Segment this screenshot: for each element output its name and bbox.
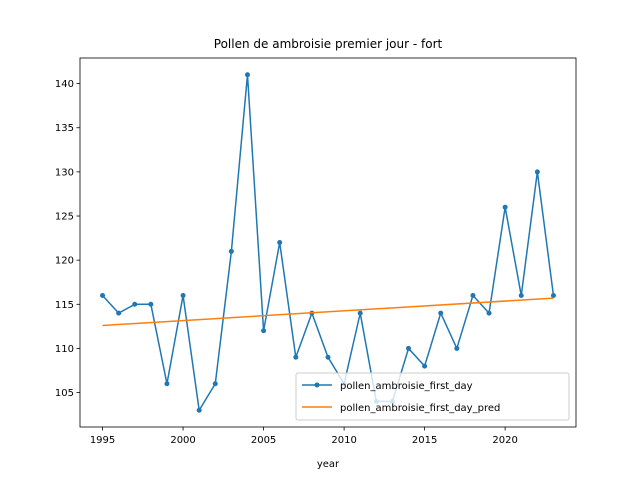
data-point-0-7 (212, 381, 218, 387)
x-tick-label-3: 2010 (331, 435, 356, 446)
legend: pollen_ambroisie_first_day pollen_ambroi… (295, 372, 570, 421)
legend-label-series-1: pollen_ambroisie_first_day_pred (340, 403, 500, 414)
data-point-0-26 (518, 292, 524, 298)
data-point-0-3 (148, 301, 154, 307)
series-layer (100, 72, 556, 413)
legend-label-series-0: pollen_ambroisie_first_day (340, 381, 473, 392)
data-point-0-6 (196, 407, 202, 413)
data-point-0-2 (132, 301, 138, 307)
chart-title: Pollen de ambroisie premier jour - fort (214, 37, 443, 51)
data-point-0-14 (325, 354, 331, 360)
legend-marker-series-0 (314, 382, 320, 388)
x-tick-label-2: 2005 (251, 435, 276, 446)
data-point-0-24 (486, 310, 492, 316)
data-point-0-5 (180, 292, 186, 298)
data-point-0-23 (470, 292, 476, 298)
x-tick-label-5: 2020 (492, 435, 517, 446)
plot-area (80, 58, 576, 427)
x-tick-label-1: 2000 (170, 435, 195, 446)
legend-box (295, 372, 570, 421)
y-tick-label-3: 120 (55, 256, 74, 267)
y-tick-label-4: 125 (55, 212, 74, 223)
y-tick-label-7: 140 (55, 79, 74, 90)
data-point-0-8 (228, 248, 234, 254)
data-point-0-28 (550, 292, 556, 298)
data-point-0-16 (357, 310, 363, 316)
plot-frame (79, 57, 577, 428)
data-point-0-21 (438, 310, 444, 316)
data-point-0-12 (293, 354, 299, 360)
x-tick-label-4: 2015 (412, 435, 437, 446)
data-point-0-4 (164, 381, 170, 387)
data-point-0-9 (244, 72, 250, 78)
y-tick-label-1: 110 (55, 344, 74, 355)
data-point-0-10 (261, 328, 267, 334)
x-tick-label-0: 1995 (90, 435, 115, 446)
data-point-0-1 (116, 310, 122, 316)
y-tick-label-5: 130 (55, 167, 74, 178)
series-line-1 (102, 297, 554, 327)
data-point-0-11 (277, 240, 283, 245)
data-point-0-19 (406, 345, 412, 351)
x-axis-label: year (317, 459, 340, 470)
data-point-0-25 (502, 204, 508, 210)
ticks-layer: 1995 2000 2005 2010 2015 2020 105 110 115 120 125 1… (55, 79, 518, 446)
data-point-0-20 (422, 363, 428, 369)
data-point-0-0 (100, 292, 106, 298)
data-point-0-22 (454, 345, 460, 351)
y-tick-label-2: 115 (55, 300, 74, 311)
data-point-0-27 (534, 169, 540, 175)
y-tick-label-6: 135 (55, 123, 74, 134)
y-tick-label-0: 105 (55, 388, 74, 399)
